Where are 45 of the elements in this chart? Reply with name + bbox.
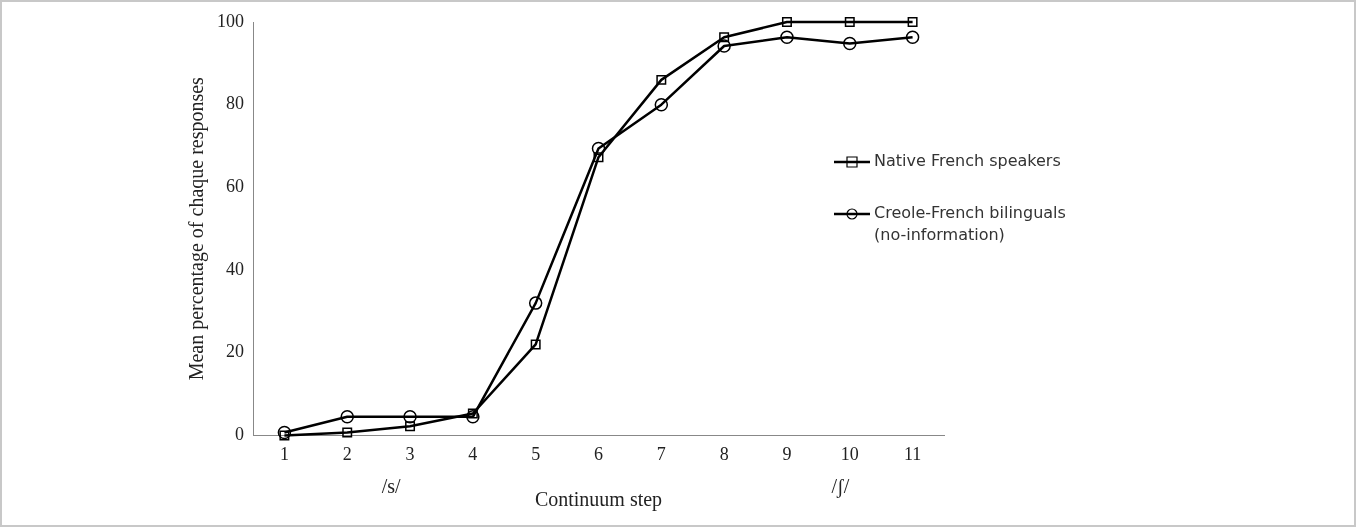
point <box>340 410 354 424</box>
y-tick-label: 0 <box>235 424 244 445</box>
x-tick-label: 9 <box>782 443 792 464</box>
point <box>528 296 543 310</box>
text: /s/ <box>381 474 402 497</box>
y-tick-label: 80 <box>226 93 244 114</box>
y-tick-label: 100 <box>217 10 244 31</box>
point <box>907 17 918 27</box>
x-tick-label: 4 <box>468 443 478 464</box>
legend-label: Native French speakers <box>874 151 1061 171</box>
point <box>277 425 292 440</box>
point <box>654 97 669 112</box>
x-tick-label: 1 <box>279 443 289 464</box>
legend-label: Creole-French bilinguals (no-information) <box>874 203 1066 245</box>
point <box>843 36 857 51</box>
x-tick-label: 5 <box>531 443 541 464</box>
point <box>342 427 353 438</box>
x-tick-label: 6 <box>594 443 603 464</box>
x-tick-label: 2 <box>342 443 352 464</box>
y-axis-title: Mean percentage of chaque responses <box>185 76 209 381</box>
x-tick-label: 8 <box>719 443 729 464</box>
point <box>403 410 417 424</box>
point <box>780 30 794 45</box>
y-tick-label: 20 <box>226 341 244 362</box>
x-tick-label: 10 <box>840 443 859 464</box>
point <box>467 408 478 419</box>
point <box>719 32 730 43</box>
point <box>905 30 920 45</box>
point <box>593 152 604 163</box>
x-tick-label: 7 <box>656 443 666 464</box>
point <box>466 410 480 424</box>
point <box>591 141 606 156</box>
point <box>279 430 290 441</box>
x-tick-label: 3 <box>405 443 415 464</box>
point <box>405 421 416 432</box>
point <box>530 339 541 350</box>
x-tick-label: 11 <box>903 443 922 464</box>
x-axis-title: Continuum step <box>534 488 663 512</box>
text: /ʃ/ <box>831 474 850 498</box>
point <box>844 17 855 27</box>
point <box>717 39 731 53</box>
point <box>781 17 792 27</box>
y-tick-label: 60 <box>226 176 244 197</box>
point <box>656 74 667 85</box>
y-tick-label: 40 <box>226 258 244 279</box>
